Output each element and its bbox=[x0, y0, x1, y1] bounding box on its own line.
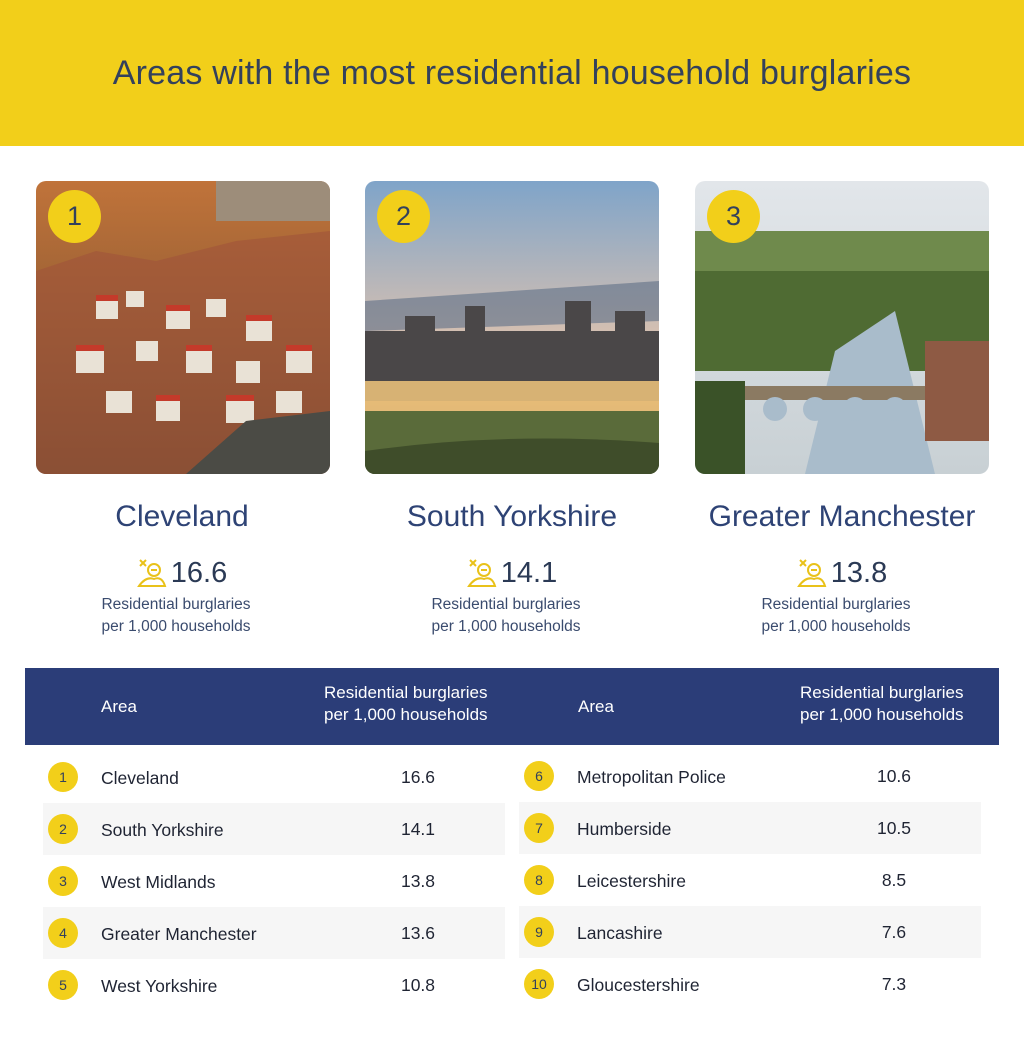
rank-circle: 9 bbox=[524, 917, 554, 947]
stat-value: 16.6 bbox=[170, 556, 228, 589]
podium-greater-manchester: Greater Manchester 13.8 Residential burg… bbox=[677, 500, 1007, 638]
row-area: South Yorkshire bbox=[101, 820, 224, 840]
podium-south-yorkshire: South Yorkshire 14.1 Residential burglar… bbox=[347, 500, 677, 638]
sheffield-skyline-image bbox=[365, 181, 659, 474]
table-row: 4 Greater Manchester 13.6 bbox=[43, 907, 505, 959]
row-value: 7.6 bbox=[881, 922, 907, 942]
area-name: Greater Manchester bbox=[708, 500, 976, 533]
podium-cleveland: Cleveland 16.6 Residential burglaries pe… bbox=[17, 500, 347, 638]
area-name: South Yorkshire bbox=[406, 500, 618, 533]
row-value: 8.5 bbox=[881, 870, 907, 890]
photo-cleveland: 1 bbox=[36, 181, 330, 474]
table-row: 2 South Yorkshire 14.1 bbox=[43, 803, 505, 855]
row-value: 10.8 bbox=[400, 975, 436, 995]
page-title: Areas with the most residential househol… bbox=[112, 53, 912, 92]
row-value: 10.5 bbox=[876, 818, 912, 838]
table-row: 9 Lancashire 7.6 bbox=[519, 906, 981, 958]
table-row: 1 Cleveland 16.6 bbox=[43, 751, 505, 803]
row-area: West Midlands bbox=[101, 872, 216, 892]
row-value: 10.6 bbox=[876, 766, 912, 786]
header-value-right: Residential burglaries per 1,000 househo… bbox=[800, 683, 964, 724]
rank-circle: 1 bbox=[48, 762, 78, 792]
stat-value: 13.8 bbox=[830, 556, 888, 589]
rank-circle: 5 bbox=[48, 970, 78, 1000]
rank-circle: 10 bbox=[524, 969, 554, 999]
row-value: 7.3 bbox=[881, 974, 907, 994]
table-row: 5 West Yorkshire 10.8 bbox=[43, 959, 505, 1011]
rank-circle: 3 bbox=[48, 866, 78, 896]
row-value: 14.1 bbox=[400, 819, 436, 839]
rank-circle: 7 bbox=[524, 813, 554, 843]
rank-circle: 2 bbox=[48, 814, 78, 844]
cleveland-village-image bbox=[36, 181, 330, 474]
burglar-icon bbox=[466, 559, 497, 587]
header-area-left: Area bbox=[101, 697, 137, 716]
row-value: 13.6 bbox=[400, 923, 436, 943]
stat-caption: Residential burglaries per 1,000 househo… bbox=[431, 596, 581, 635]
row-area: Metropolitan Police bbox=[577, 767, 726, 787]
photo-south-yorkshire: 2 bbox=[365, 181, 659, 474]
stat: 13.8 bbox=[677, 556, 1007, 590]
row-area: Lancashire bbox=[577, 923, 663, 943]
photo-greater-manchester: 3 bbox=[695, 181, 989, 474]
burglar-icon bbox=[136, 559, 167, 587]
stat-caption: Residential burglaries per 1,000 househo… bbox=[101, 596, 251, 635]
rank-badge: 3 bbox=[707, 190, 760, 243]
rank-badge: 1 bbox=[48, 190, 101, 243]
row-value: 13.8 bbox=[400, 871, 436, 891]
table-row: 8 Leicestershire 8.5 bbox=[519, 854, 981, 906]
rank-circle: 8 bbox=[524, 865, 554, 895]
stat: 14.1 bbox=[347, 556, 677, 590]
rank-circle: 4 bbox=[48, 918, 78, 948]
burglar-icon bbox=[796, 559, 827, 587]
row-area: West Yorkshire bbox=[101, 976, 218, 996]
river-bridge-image bbox=[695, 181, 989, 474]
table-row: 7 Humberside 10.5 bbox=[519, 802, 981, 854]
row-area: Greater Manchester bbox=[101, 924, 257, 944]
stat: 16.6 bbox=[17, 556, 347, 590]
row-area: Leicestershire bbox=[577, 871, 686, 891]
header-value-left: Residential burglaries per 1,000 househo… bbox=[324, 683, 488, 724]
stat-value: 14.1 bbox=[500, 556, 558, 589]
row-area: Gloucestershire bbox=[577, 975, 700, 995]
table-row: 6 Metropolitan Police 10.6 bbox=[519, 750, 981, 802]
table-header: Area Residential burglaries per 1,000 ho… bbox=[25, 668, 999, 745]
table-row: 3 West Midlands 13.8 bbox=[43, 855, 505, 907]
row-value: 16.6 bbox=[400, 767, 436, 787]
title-banner: Areas with the most residential househol… bbox=[0, 0, 1024, 146]
area-name: Cleveland bbox=[115, 500, 249, 533]
table-row: 10 Gloucestershire 7.3 bbox=[519, 958, 981, 1010]
header-area-right: Area bbox=[578, 697, 614, 716]
rank-badge: 2 bbox=[377, 190, 430, 243]
stat-caption: Residential burglaries per 1,000 househo… bbox=[761, 596, 911, 635]
row-area: Humberside bbox=[577, 819, 672, 839]
rank-circle: 6 bbox=[524, 761, 554, 791]
row-area: Cleveland bbox=[101, 768, 179, 788]
